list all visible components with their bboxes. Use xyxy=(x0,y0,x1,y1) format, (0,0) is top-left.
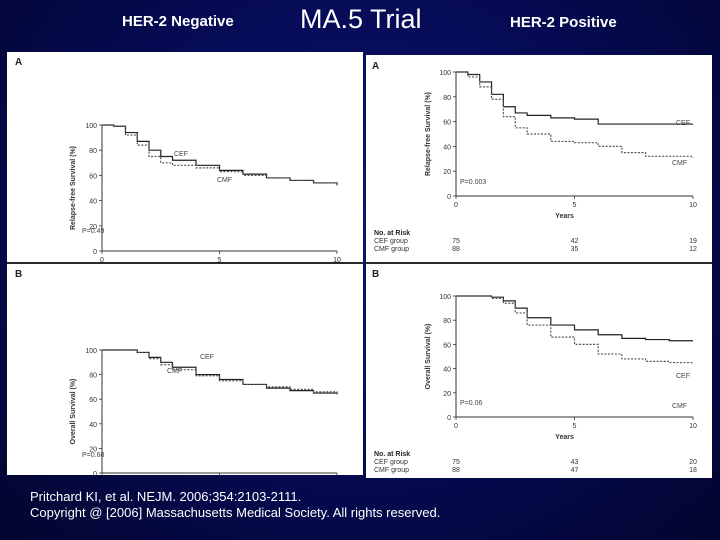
her2-positive-figure: A 0 20 40 60 80 100 0 5 10 Years Relapse-free Survi… xyxy=(366,55,712,478)
risk-table-header: No. at Risk xyxy=(374,230,410,237)
y-tick-label: 60 xyxy=(443,120,451,127)
y-tick-label: 40 xyxy=(89,422,97,429)
chart-pos-overall: B 0 20 40 60 80 100 0 5 10 Years Overall Survival (… xyxy=(372,269,697,474)
y-axis-label: Overall Survival (%) xyxy=(425,324,432,390)
series-line-cef xyxy=(456,71,693,125)
slide-title: MA.5 Trial xyxy=(300,4,422,34)
y-axis-label: Overall Survival (%) xyxy=(70,379,77,445)
curve-label-cef: CEF xyxy=(676,120,690,127)
y-tick-label: 0 xyxy=(93,471,97,475)
her2-positive-heading: HER-2 Positive xyxy=(510,14,617,31)
y-tick-label: 0 xyxy=(447,415,451,422)
y-tick-label: 0 xyxy=(93,249,97,256)
x-tick-label: 5 xyxy=(573,202,577,209)
panel-letter: A xyxy=(372,61,379,72)
risk-count: 75 xyxy=(452,238,460,245)
x-tick-label: 10 xyxy=(689,202,697,209)
risk-count: 47 xyxy=(571,467,579,474)
y-tick-label: 40 xyxy=(89,199,97,206)
y-tick-label: 60 xyxy=(89,173,97,180)
risk-count: 19 xyxy=(689,238,697,245)
series-line-cmf xyxy=(456,295,694,364)
series-line-cmf xyxy=(456,71,694,158)
y-tick-label: 20 xyxy=(89,446,97,453)
risk-row-label: CMF group xyxy=(374,246,409,253)
y-axis-label: Relapse-free Survival (%) xyxy=(70,146,77,230)
series-line-cmf xyxy=(102,349,338,394)
y-tick-label: 40 xyxy=(443,367,451,374)
risk-row-label: CMF group xyxy=(374,467,409,474)
y-tick-label: 20 xyxy=(443,169,451,176)
p-value: P=0.003 xyxy=(460,179,486,186)
y-tick-label: 80 xyxy=(443,95,451,102)
x-tick-label: 0 xyxy=(454,423,458,430)
panel-letter: A xyxy=(15,57,22,68)
panel-letter: B xyxy=(15,269,22,280)
y-tick-label: 60 xyxy=(89,397,97,404)
x-tick-label: 5 xyxy=(218,257,222,262)
curve-label-cef: CEF xyxy=(200,354,214,361)
series-line-cef xyxy=(102,349,338,395)
y-tick-label: 80 xyxy=(89,373,97,380)
risk-row-label: CEF group xyxy=(374,459,408,466)
p-value: P=0.49 xyxy=(82,228,104,235)
curve-label-cef: CEF xyxy=(174,151,188,158)
y-axis-label: Relapse-free Survival (%) xyxy=(425,92,432,176)
x-tick-label: 0 xyxy=(454,202,458,209)
y-tick-label: 40 xyxy=(443,144,451,151)
citation-copyright: Copyright @ [2006] Massachusetts Medical… xyxy=(30,505,441,520)
x-axis-label: Years xyxy=(555,213,574,220)
y-tick-label: 0 xyxy=(447,194,451,201)
risk-count: 35 xyxy=(571,246,579,253)
risk-row-label: CEF group xyxy=(374,238,408,245)
series-line-cef xyxy=(456,295,693,342)
y-tick-label: 100 xyxy=(85,348,97,355)
y-tick-label: 20 xyxy=(89,224,97,231)
x-tick-label: 0 xyxy=(100,257,104,262)
risk-count: 88 xyxy=(452,467,460,474)
x-tick-label: 5 xyxy=(573,423,577,430)
risk-count: 18 xyxy=(689,467,697,474)
y-tick-label: 20 xyxy=(443,391,451,398)
series-line-cmf xyxy=(102,124,338,186)
y-tick-label: 60 xyxy=(443,342,451,349)
p-value: P=0.06 xyxy=(460,400,482,407)
curve-label-cmf: CMF xyxy=(217,177,232,184)
risk-table-header: No. at Risk xyxy=(374,451,410,458)
her2-negative-heading: HER-2 Negative xyxy=(122,13,234,30)
y-tick-label: 100 xyxy=(85,123,97,130)
curve-label-cef: CEF xyxy=(676,373,690,380)
curve-label-cmf: CMF xyxy=(672,403,687,410)
y-tick-label: 100 xyxy=(439,294,451,301)
risk-count: 88 xyxy=(452,246,460,253)
citation-reference: Pritchard KI, et al. NEJM. 2006;354:2103… xyxy=(30,489,302,504)
risk-count: 43 xyxy=(571,459,579,466)
panel-letter: B xyxy=(372,269,379,280)
curve-label-cmf: CMF xyxy=(167,368,182,375)
panel-divider xyxy=(7,262,363,264)
panel-divider xyxy=(366,262,712,264)
risk-count: 75 xyxy=(452,459,460,466)
x-axis-label: Years xyxy=(555,434,574,441)
risk-count: 12 xyxy=(689,246,697,253)
curve-label-cmf: CMF xyxy=(672,160,687,167)
p-value: P=0.68 xyxy=(82,452,104,459)
chart-pos-relapse-free: A 0 20 40 60 80 100 0 5 10 Years Relapse-free Survi… xyxy=(372,61,697,253)
x-tick-label: 10 xyxy=(689,423,697,430)
risk-count: 20 xyxy=(689,459,697,466)
y-tick-label: 100 xyxy=(439,70,451,77)
y-tick-label: 80 xyxy=(89,148,97,155)
risk-count: 42 xyxy=(571,238,579,245)
x-tick-label: 10 xyxy=(333,257,341,262)
y-tick-label: 80 xyxy=(443,318,451,325)
